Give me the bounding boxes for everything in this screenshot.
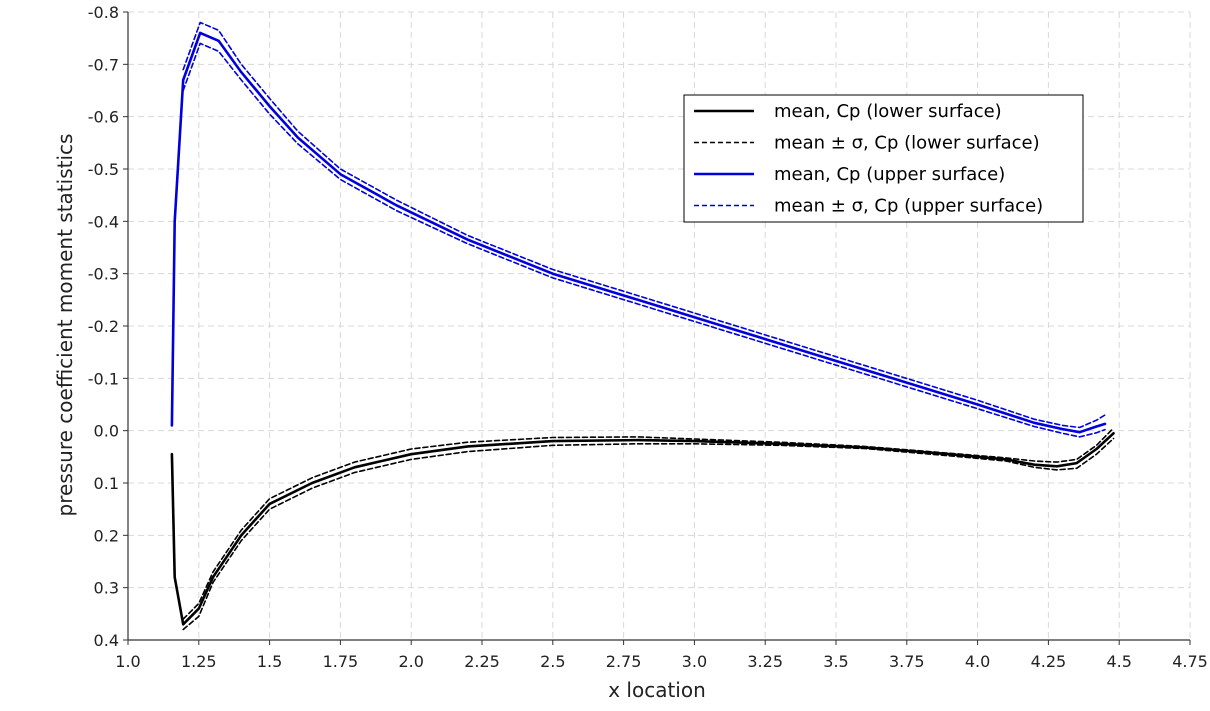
x-tick-label-6: 2.5 (540, 652, 565, 671)
y-tick-label-10: 0.2 (94, 526, 119, 545)
y-tick-label-11: 0.3 (94, 579, 119, 598)
legend-label-3: mean ± σ, Cp (upper surface) (774, 196, 1043, 217)
x-axis-label: x location (608, 678, 706, 702)
legend-box (683, 94, 1084, 223)
x-tick-label-7: 2.75 (606, 652, 642, 671)
y-tick-label-8: 0.0 (94, 422, 119, 441)
series-line-1 (182, 427, 1115, 620)
axes (123, 11, 1191, 645)
y-tick-label-6: -0.2 (88, 317, 119, 336)
y-tick-label-2: -0.6 (88, 108, 119, 127)
series-line-3 (170, 31, 1107, 434)
x-tick-label-12: 4.0 (965, 652, 990, 671)
x-tick-label-10: 3.5 (823, 652, 848, 671)
y-tick-label-3: -0.5 (88, 160, 119, 179)
x-tick-label-8: 3.0 (682, 652, 707, 671)
y-tick-labels: -0.8 -0.7 -0.6 -0.5 -0.4 -0.3 -0.2 -0.1 0.0 0.1 0.… (88, 3, 119, 650)
x-tick-label-11: 3.75 (889, 652, 925, 671)
x-tick-label-0: 1.0 (115, 652, 140, 671)
y-axis-label: pressure coefficient moment statistics (53, 134, 77, 517)
x-tick-label-4: 2.0 (398, 652, 423, 671)
x-tick-label-15: 4.75 (1172, 652, 1208, 671)
x-tick-label-2: 1.5 (257, 652, 282, 671)
x-tick-label-5: 2.25 (464, 652, 500, 671)
x-tick-label-3: 1.75 (323, 652, 359, 671)
x-tick-label-9: 3.25 (747, 652, 783, 671)
series-line-2 (182, 437, 1115, 631)
legend-label-2: mean, Cp (upper surface) (774, 164, 1005, 185)
series-line-4 (182, 21, 1106, 429)
x-tick-label-13: 4.25 (1031, 652, 1067, 671)
x-tick-label-14: 4.5 (1106, 652, 1131, 671)
y-tick-label-4: -0.4 (88, 212, 119, 231)
series-line-0 (170, 431, 1115, 626)
y-tick-label-1: -0.7 (88, 55, 119, 74)
legend-label-0: mean, Cp (lower surface) (774, 101, 1002, 122)
legend: mean, Cp (lower surface) mean ± σ, Cp (lo… (683, 94, 1084, 223)
y-tick-label-7: -0.1 (88, 369, 119, 388)
legend-label-1: mean ± σ, Cp (lower surface) (774, 133, 1040, 154)
y-tick-label-9: 0.1 (94, 474, 119, 493)
series-line-5 (182, 42, 1106, 438)
y-tick-label-5: -0.3 (88, 265, 119, 284)
y-tick-label-0: -0.8 (88, 3, 119, 22)
y-tick-label-12: 0.4 (94, 631, 119, 650)
x-tick-label-1: 1.25 (181, 652, 217, 671)
x-tick-labels: 1.0 1.25 1.5 1.75 2.0 2.25 2.5 2.75 3.0 3.25 3.5 3.… (115, 652, 1208, 671)
series-group (170, 21, 1115, 631)
